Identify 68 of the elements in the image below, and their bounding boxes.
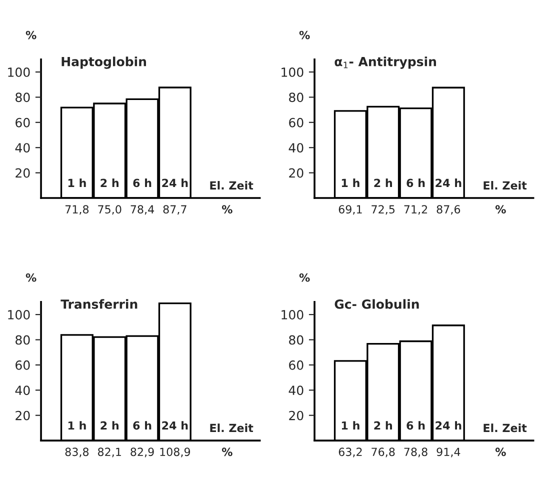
y-tick-label: 60 <box>289 118 304 128</box>
data-label: 76,8 <box>372 448 395 458</box>
data-label: 75,0 <box>98 205 122 215</box>
y-tick-label: 20 <box>289 168 304 178</box>
x-tick-label: 1 h <box>342 178 360 187</box>
chart-title: Haptoglobin <box>62 56 146 69</box>
text: % <box>222 448 232 456</box>
x-tick-label: 1 h <box>68 178 86 187</box>
x-tick-label: 6 h <box>133 178 152 188</box>
y-tick-label: 60 <box>16 118 30 128</box>
x-tick-label: 2 h <box>374 421 392 430</box>
x-tick-label: 24 h <box>162 178 188 187</box>
y-tick-label: 40 <box>15 143 30 153</box>
data-label: 69,1 <box>338 205 362 215</box>
text: % <box>495 448 506 456</box>
data-label: 82,9 <box>130 448 154 458</box>
chart-title: Gc- Globulin <box>334 299 419 309</box>
data-label: 87,7 <box>163 205 186 215</box>
y-axis-title: % <box>299 30 310 40</box>
data-label: 78,4 <box>130 205 154 215</box>
x-axis-title: El. Zeit <box>210 424 254 432</box>
x-tick-label: 2 h <box>374 178 392 187</box>
x-tick-label: 2 h <box>100 421 118 430</box>
x-tick-label: 6 h <box>406 421 425 430</box>
data-label: 87,6 <box>436 205 460 215</box>
y-tick-label: 20 <box>289 410 304 420</box>
y-tick-label: 40 <box>288 386 304 396</box>
y-tick-label: 20 <box>16 168 30 178</box>
x-tick-label: 6 h <box>133 421 152 430</box>
chart-title: α$_{1}$- Antitrypsin <box>334 56 436 69</box>
data-label: 91,4 <box>436 448 460 458</box>
y-tick-label: 80 <box>16 335 30 345</box>
x-tick-label: 2 h <box>100 178 118 187</box>
x-tick-label: 6 h <box>406 178 425 188</box>
x-axis-title: El. Zeit <box>484 424 527 432</box>
data-label: 82,1 <box>98 448 121 458</box>
y-tick-label: 100 <box>8 67 30 77</box>
data-label: 108,9 <box>160 448 190 458</box>
text: % <box>222 205 232 214</box>
data-label: 83,8 <box>65 448 89 458</box>
y-axis-title: % <box>26 30 36 40</box>
y-tick-label: 80 <box>289 335 304 345</box>
x-tick-label: 24 h <box>436 178 462 187</box>
y-tick-label: 20 <box>16 410 30 420</box>
data-label: 71,8 <box>65 205 89 215</box>
data-label: 72,5 <box>372 205 395 215</box>
x-tick-label: 1 h <box>68 421 86 430</box>
x-axis-title: El. Zeit <box>210 181 254 190</box>
y-tick-label: 100 <box>282 67 304 77</box>
x-tick-label: 24 h <box>436 421 462 430</box>
data-label: 78,8 <box>404 448 428 458</box>
y-tick-label: 60 <box>16 360 30 370</box>
x-tick-label: 1 h <box>342 421 360 430</box>
y-tick-label: 100 <box>282 310 304 320</box>
y-axis-title: % <box>299 273 310 282</box>
x-axis-title: El. Zeit <box>484 181 527 190</box>
y-tick-label: 80 <box>16 92 30 102</box>
y-tick-label: 40 <box>15 386 30 396</box>
data-label: 71,2 <box>404 205 428 215</box>
y-axis-title: % <box>26 273 36 282</box>
data-label: 63,2 <box>338 448 362 458</box>
y-tick-label: 40 <box>288 143 304 153</box>
text: % <box>495 205 506 214</box>
y-tick-label: 80 <box>289 92 304 102</box>
x-tick-label: 24 h <box>162 421 188 430</box>
chart-title: Transferrin <box>60 299 138 309</box>
y-tick-label: 60 <box>289 360 304 370</box>
y-tick-label: 100 <box>8 310 30 320</box>
